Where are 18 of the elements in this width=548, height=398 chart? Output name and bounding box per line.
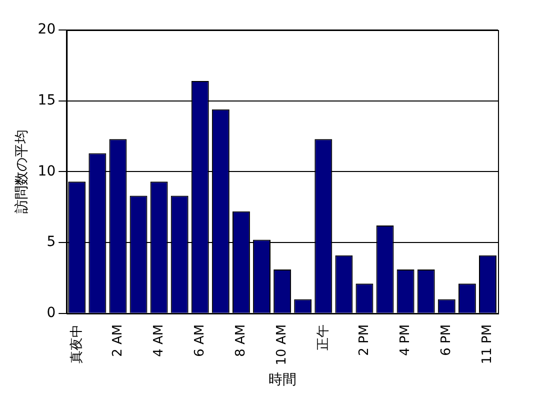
y-tick-label: 5 xyxy=(46,234,56,250)
y-tick-label: 10 xyxy=(38,163,56,180)
x-axis-title: 時間 xyxy=(268,372,296,388)
x-tick-label: 10 AM xyxy=(274,324,290,366)
x-tick-label: 2 PM xyxy=(356,324,372,356)
y-tick-label: 20 xyxy=(38,22,56,38)
x-tick-label: 6 PM xyxy=(439,324,454,356)
x-tick-label: 8 AM xyxy=(234,324,249,357)
x-tick-label: 6 AM xyxy=(192,324,208,357)
x-tick-label: 4 AM xyxy=(151,324,166,357)
x-tick-label: 4 PM xyxy=(398,324,413,356)
x-tick-label: 真夜中 xyxy=(68,324,84,364)
x-tick-label: 正午 xyxy=(316,324,331,350)
y-axis-title: 訪問数の平均 xyxy=(14,130,30,214)
x-tick-label: 2 AM xyxy=(110,324,126,357)
y-tick-label: 15 xyxy=(38,92,56,108)
y-tick-label: 0 xyxy=(46,305,56,322)
x-tick-label: 11 PM xyxy=(480,324,496,364)
